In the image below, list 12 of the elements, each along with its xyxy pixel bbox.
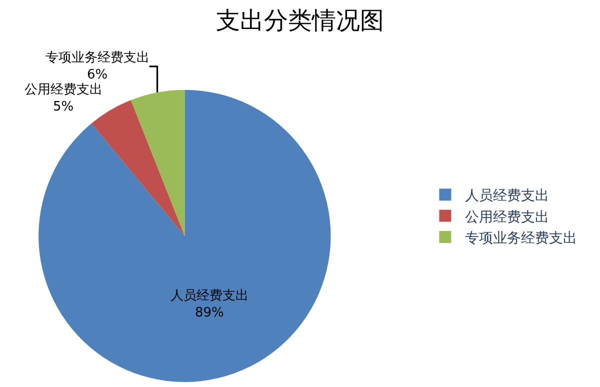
pie-slice: [92, 100, 185, 236]
data-label: 89%: [194, 306, 224, 321]
slice-label: 专项业务经费支出: [45, 50, 150, 66]
data-label: 6%: [86, 67, 108, 82]
legend-label: 专项业务经费支出: [465, 230, 578, 246]
legend-label: 人员经费支出: [465, 188, 550, 204]
legend-label: 公用经费支出: [465, 209, 550, 226]
slice-label: 公用经费支出: [24, 82, 102, 98]
data-label: 5%: [53, 99, 74, 114]
chart-title: 支出分类情况图: [216, 6, 384, 34]
pie-slice: [130, 90, 185, 236]
slice-label: 人员经费支出: [170, 288, 248, 304]
